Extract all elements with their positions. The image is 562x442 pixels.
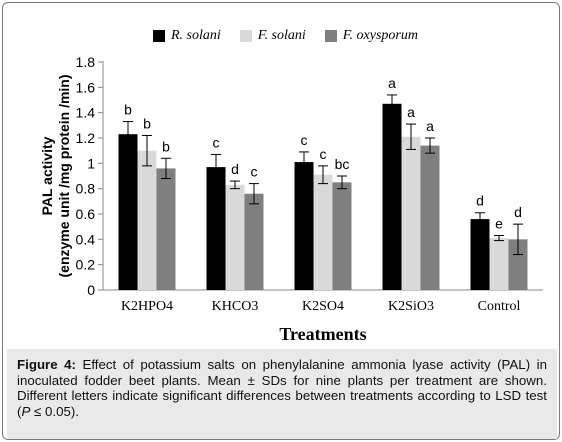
bar	[137, 150, 157, 290]
x-tick-label: K2HPO4	[121, 299, 173, 314]
legend: R. solani F. solani F. oxysporum	[153, 28, 418, 44]
significance-letter: d	[231, 161, 239, 177]
legend-item-f-oxysporum: F. oxysporum	[324, 28, 418, 44]
y-tick-label: 0.8	[76, 181, 96, 197]
legend-swatch-f-oxysporum	[324, 30, 337, 42]
legend-label-r-solani: R. solani	[171, 28, 221, 43]
x-tick-label: K2SiO3	[388, 299, 434, 314]
bar	[420, 145, 440, 290]
caption-label: Figure 4:	[17, 357, 76, 372]
significance-letter: a	[426, 118, 434, 134]
caption-p-symbol: P	[21, 403, 31, 419]
bar	[118, 134, 138, 290]
significance-letter: e	[495, 216, 503, 232]
y-tick-label: 1.6	[76, 79, 96, 95]
legend-swatch-r-solani	[153, 30, 165, 42]
y-tick-label: 1.2	[76, 130, 96, 146]
y-tick-label: 0.2	[76, 257, 96, 273]
bar	[156, 168, 176, 290]
bar	[508, 239, 528, 290]
significance-letter: c	[320, 146, 327, 162]
significance-letter: c	[213, 134, 220, 150]
y-tick-label: 0	[87, 282, 95, 298]
y-tick-label: 1.8	[76, 54, 96, 70]
y-tick-label: 1.4	[76, 105, 96, 121]
bar	[244, 193, 264, 290]
legend-item-r-solani: R. solani	[153, 28, 221, 44]
legend-label-f-solani: F. solani	[257, 28, 306, 43]
chart-panel: R. solani F. solani F. oxysporum 0 0.2 0.4…	[7, 7, 557, 345]
significance-letter: b	[124, 102, 132, 118]
caption-text: Effect of potassium salts on phenylalani…	[17, 357, 547, 419]
bar	[225, 184, 245, 290]
significance-letter: a	[388, 75, 396, 91]
caption-p-rest: ≤ 0.05).	[30, 403, 80, 419]
significance-letter: b	[143, 115, 151, 131]
x-tick-label: K2SO4	[302, 299, 344, 314]
y-tick-label: 0.4	[76, 231, 96, 247]
significance-letter: b	[162, 138, 170, 154]
y-axis-title-line-1: PAL activity	[39, 136, 55, 215]
bar	[489, 238, 509, 290]
bar	[313, 174, 333, 290]
significance-letter: bc	[335, 156, 350, 172]
x-tick-label: Control	[478, 299, 521, 314]
bar	[470, 219, 490, 290]
y-axis-title-line-2: (enzyme unit /mg protein /min)	[56, 74, 72, 277]
bar	[401, 136, 421, 290]
bar	[294, 162, 314, 290]
chart-plot: 0 0.2 0.4 0.6 0.8 1 1.2 1.4 1.6 1.8 PAL activity (e…	[39, 54, 543, 344]
x-tick-label: KHCO3	[212, 299, 259, 314]
legend-label-f-oxysporum: F. oxysporum	[342, 28, 418, 43]
significance-letter: c	[251, 164, 258, 180]
significance-letter: d	[476, 193, 484, 209]
y-tick-label: 0.6	[76, 206, 96, 222]
x-axis-title: Treatments	[279, 324, 366, 344]
significance-letter: d	[514, 204, 522, 220]
figure-caption: Figure 4: Effect of potassium salts on p…	[17, 357, 547, 419]
bar	[206, 167, 226, 290]
caption-panel: Figure 4: Effect of potassium salts on p…	[7, 349, 557, 439]
y-tick-label: 1	[87, 155, 95, 171]
significance-letter: a	[407, 104, 415, 120]
legend-item-f-solani: F. solani	[239, 28, 306, 44]
bar	[382, 103, 402, 290]
bar	[332, 182, 352, 290]
legend-swatch-f-solani	[239, 30, 252, 42]
significance-letter: c	[301, 132, 308, 148]
